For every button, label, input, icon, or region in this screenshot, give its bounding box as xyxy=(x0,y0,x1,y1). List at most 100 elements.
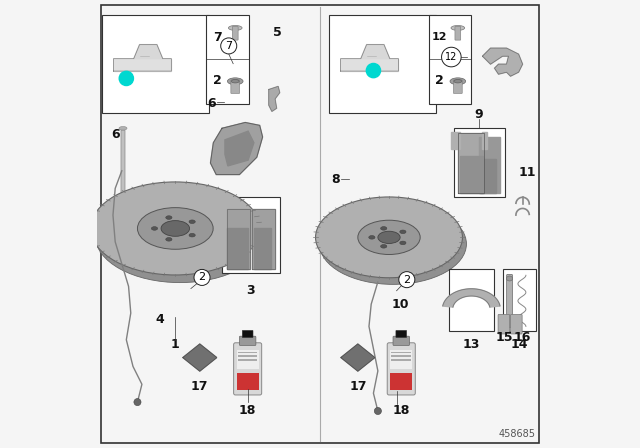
Text: 4: 4 xyxy=(156,313,164,326)
Bar xyxy=(392,359,411,361)
Bar xyxy=(238,352,257,353)
Bar xyxy=(454,128,505,197)
Ellipse shape xyxy=(319,203,467,284)
Text: 18: 18 xyxy=(392,405,410,418)
Text: 15: 15 xyxy=(496,331,513,344)
Bar xyxy=(102,15,209,113)
Ellipse shape xyxy=(228,26,242,30)
Circle shape xyxy=(119,71,134,86)
Bar xyxy=(207,15,249,104)
Ellipse shape xyxy=(138,207,213,249)
Text: 2: 2 xyxy=(212,74,221,87)
FancyBboxPatch shape xyxy=(393,336,410,345)
Text: 5: 5 xyxy=(273,26,282,39)
FancyBboxPatch shape xyxy=(239,336,256,345)
Bar xyxy=(429,15,472,104)
Text: 10: 10 xyxy=(392,297,409,310)
FancyBboxPatch shape xyxy=(455,26,461,40)
Ellipse shape xyxy=(95,190,264,283)
FancyBboxPatch shape xyxy=(498,314,509,334)
Text: 8: 8 xyxy=(332,173,340,186)
Ellipse shape xyxy=(400,230,406,233)
Text: 11: 11 xyxy=(518,166,536,179)
Polygon shape xyxy=(451,132,460,149)
Ellipse shape xyxy=(189,220,195,224)
Text: 17: 17 xyxy=(191,380,209,393)
Ellipse shape xyxy=(454,80,461,83)
Bar xyxy=(390,349,412,370)
Ellipse shape xyxy=(152,227,157,230)
Text: 13: 13 xyxy=(463,338,480,351)
Ellipse shape xyxy=(91,182,260,275)
Bar xyxy=(238,359,257,361)
Polygon shape xyxy=(183,344,217,371)
Ellipse shape xyxy=(381,245,387,248)
Text: 1: 1 xyxy=(171,338,180,351)
Text: 2: 2 xyxy=(403,275,410,284)
Text: 3: 3 xyxy=(246,284,255,297)
Polygon shape xyxy=(211,122,262,175)
Polygon shape xyxy=(341,344,375,371)
FancyBboxPatch shape xyxy=(121,130,125,195)
Ellipse shape xyxy=(161,220,189,236)
Text: 7: 7 xyxy=(225,41,232,51)
Polygon shape xyxy=(479,137,500,193)
Ellipse shape xyxy=(316,197,463,278)
Polygon shape xyxy=(254,228,271,268)
FancyBboxPatch shape xyxy=(396,331,406,337)
Polygon shape xyxy=(460,156,483,193)
Ellipse shape xyxy=(369,236,375,239)
Polygon shape xyxy=(113,59,172,71)
Text: 458685: 458685 xyxy=(499,429,536,439)
Polygon shape xyxy=(227,228,248,268)
Text: 16: 16 xyxy=(514,331,531,344)
FancyBboxPatch shape xyxy=(511,314,522,334)
Text: 6: 6 xyxy=(111,129,120,142)
Polygon shape xyxy=(483,48,523,76)
Polygon shape xyxy=(134,45,163,59)
Polygon shape xyxy=(269,86,280,112)
Polygon shape xyxy=(458,133,484,193)
Polygon shape xyxy=(225,131,254,166)
Text: 17: 17 xyxy=(349,380,367,393)
Ellipse shape xyxy=(450,78,466,85)
Text: 14: 14 xyxy=(511,338,528,351)
FancyBboxPatch shape xyxy=(231,80,239,94)
Circle shape xyxy=(442,47,461,67)
Bar xyxy=(237,373,259,390)
Text: 12: 12 xyxy=(432,32,447,42)
Ellipse shape xyxy=(506,276,513,281)
Circle shape xyxy=(194,269,210,285)
Ellipse shape xyxy=(378,231,400,243)
Ellipse shape xyxy=(119,126,127,130)
Circle shape xyxy=(399,271,415,288)
FancyBboxPatch shape xyxy=(387,343,415,395)
Polygon shape xyxy=(361,45,390,59)
Text: 2: 2 xyxy=(435,74,444,87)
Polygon shape xyxy=(252,209,275,268)
Bar xyxy=(238,355,257,357)
Text: 2: 2 xyxy=(198,272,205,282)
Bar xyxy=(502,268,536,331)
FancyBboxPatch shape xyxy=(454,80,462,94)
Text: 7: 7 xyxy=(212,30,221,43)
Circle shape xyxy=(374,407,381,414)
Ellipse shape xyxy=(227,78,243,85)
Ellipse shape xyxy=(381,227,387,230)
Ellipse shape xyxy=(166,237,172,241)
Polygon shape xyxy=(480,159,496,193)
Bar xyxy=(392,352,411,353)
Polygon shape xyxy=(482,132,487,149)
FancyBboxPatch shape xyxy=(243,331,253,337)
Bar xyxy=(237,349,259,370)
Bar xyxy=(222,197,280,273)
Ellipse shape xyxy=(400,241,406,245)
Bar xyxy=(329,15,436,113)
Text: 18: 18 xyxy=(239,405,257,418)
FancyBboxPatch shape xyxy=(232,26,238,40)
Bar xyxy=(390,373,412,390)
Polygon shape xyxy=(340,59,399,71)
Bar xyxy=(449,268,493,331)
Circle shape xyxy=(221,38,237,54)
Text: 12: 12 xyxy=(445,52,458,62)
